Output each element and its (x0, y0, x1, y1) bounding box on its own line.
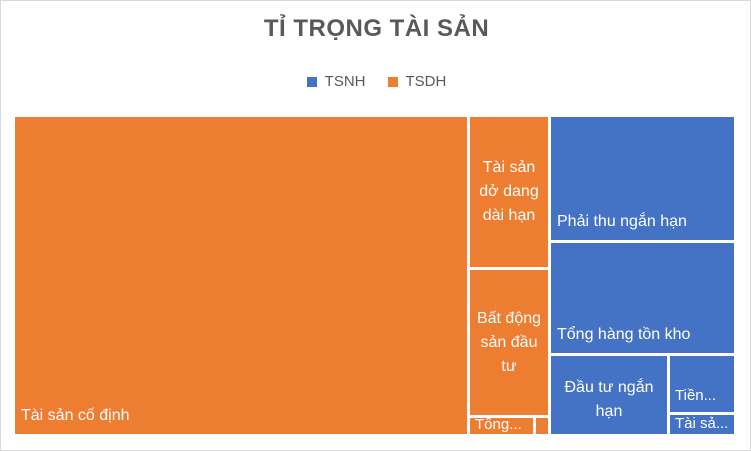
tile-label: Tài sả... (675, 415, 729, 432)
legend-swatch-tsnh (306, 76, 317, 87)
tile-label: Tài sản cố định (21, 407, 130, 424)
tile-dau-tu-ngan-han: Đầu tư ngắn hạn (551, 356, 670, 437)
legend: TSNH TSDH (1, 73, 751, 90)
legend-label-tsnh: TSNH (324, 73, 366, 90)
tile-label: Tổng hàng tồn kho (557, 326, 691, 343)
tile-label: Tổng... (475, 418, 522, 433)
tile-tai-san-khac: Tài sả... (670, 415, 737, 437)
legend-item-tsnh: TSNH (306, 73, 366, 90)
legend-item-tsdh: TSDH (387, 73, 447, 90)
tile-label: Bất động sản đầu tư (476, 309, 542, 375)
tile-tong-tsdh-small: Tổng... (470, 418, 536, 437)
tile-tong-hang-ton-kho: Tổng hàng tồn kho (551, 243, 737, 356)
tile-label: Tài sản dở dang dài hạn (479, 159, 539, 224)
chart-title: TỈ TRỌNG TÀI SẢN (263, 15, 490, 42)
tile-tai-san-co-dinh: Tài sản cố định (15, 117, 470, 437)
tile-tsdh-tiny (536, 418, 551, 437)
tile-tien: Tiền... (670, 356, 737, 415)
tile-bat-dong-san-dau-tu: Bất động sản đầu tư (470, 270, 551, 418)
legend-swatch-tsdh (387, 76, 398, 87)
tile-phai-thu-ngan-han: Phải thu ngắn hạn (551, 117, 737, 243)
legend-label-tsdh: TSDH (405, 73, 447, 90)
treemap: Tài sản cố định Tài sản dở dang dài hạn … (15, 117, 737, 437)
tile-label: Tiền... (675, 387, 717, 404)
tile-label: Đầu tư ngắn hạn (564, 378, 654, 420)
tile-tai-san-do-dang-dai-han: Tài sản dở dang dài hạn (470, 117, 551, 270)
tile-label: Phải thu ngắn hạn (557, 213, 687, 230)
